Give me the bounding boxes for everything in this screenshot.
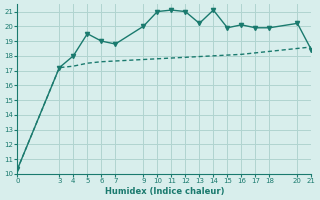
X-axis label: Humidex (Indice chaleur): Humidex (Indice chaleur): [105, 187, 224, 196]
